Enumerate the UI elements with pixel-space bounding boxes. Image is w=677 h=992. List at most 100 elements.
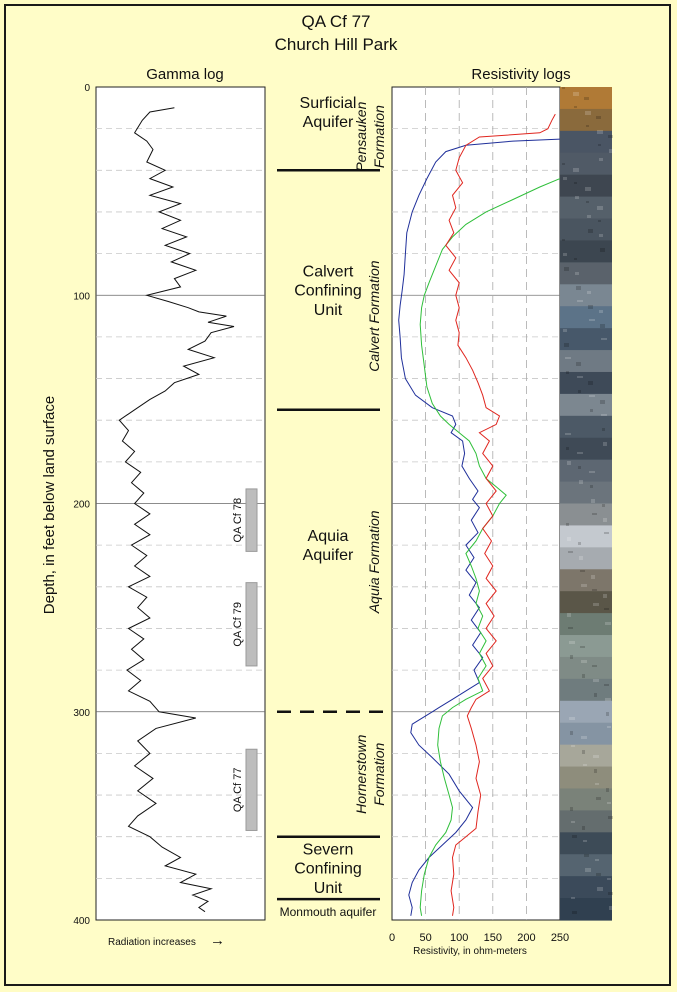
- depth-tick-label: 300: [73, 708, 90, 719]
- core-texture-speck: [593, 755, 599, 758]
- core-texture-speck: [591, 499, 595, 503]
- core-texture-speck: [589, 471, 595, 473]
- core-photo-segment: [560, 481, 612, 505]
- core-photo-segment: [560, 810, 612, 833]
- unit-label: Confining: [294, 283, 362, 300]
- core-texture-speck: [567, 613, 571, 617]
- core-photo-segment: [560, 371, 612, 395]
- formation-label: Pensauken: [353, 101, 369, 171]
- core-texture-speck: [573, 168, 579, 172]
- core-texture-speck: [582, 674, 585, 678]
- core-photo-segment: [560, 744, 612, 768]
- core-photo-segment: [560, 459, 612, 483]
- core-photo-segment: [560, 108, 612, 132]
- core-texture-speck: [592, 589, 597, 591]
- core-texture-speck: [572, 835, 577, 838]
- core-photo-segment: [560, 525, 612, 548]
- core-photo-strip: [560, 87, 615, 921]
- core-photo-segment: [560, 174, 612, 198]
- core-texture-speck: [563, 253, 567, 256]
- core-texture-speck: [565, 433, 571, 435]
- core-texture-speck: [569, 641, 575, 644]
- core-texture-speck: [605, 622, 611, 625]
- figure-title-line2: Church Hill Park: [275, 35, 398, 54]
- core-texture-speck: [579, 480, 583, 484]
- formation-label: Formation: [371, 105, 387, 168]
- core-photo-segment: [560, 613, 612, 636]
- core-texture-speck: [578, 466, 581, 469]
- core-photo-segment: [560, 87, 612, 110]
- core-texture-speck: [606, 712, 609, 716]
- core-texture-speck: [604, 684, 609, 686]
- core-texture-speck: [585, 868, 591, 872]
- resistivity-line-green: [419, 178, 561, 916]
- core-texture-speck: [589, 319, 595, 321]
- gamma-panel-title: Gamma log: [146, 66, 224, 83]
- core-texture-speck: [597, 130, 603, 134]
- core-texture-speck: [578, 542, 581, 545]
- core-texture-speck: [582, 826, 585, 830]
- core-texture-speck: [603, 442, 607, 446]
- formation-label: Hornerstown: [353, 734, 369, 814]
- core-texture-speck: [567, 537, 571, 541]
- core-texture-speck: [588, 305, 593, 309]
- figure-title-line1: QA Cf 77: [302, 12, 371, 31]
- unit-label: Aquifer: [303, 114, 354, 131]
- core-texture-speck: [603, 518, 607, 522]
- core-photo-segment: [560, 393, 612, 417]
- formation-label: Aquia Formation: [366, 510, 382, 614]
- core-texture-speck: [574, 182, 577, 184]
- core-photo-segment: [560, 700, 612, 724]
- resistivity-log-panel: 0 50 100 150 200 250: [389, 86, 569, 944]
- unit-label: Unit: [314, 880, 343, 897]
- core-texture-speck: [571, 897, 575, 899]
- core-photo-segment: [560, 218, 612, 242]
- core-texture-speck: [602, 504, 605, 507]
- core-texture-speck: [566, 447, 569, 450]
- core-texture-speck: [596, 116, 601, 119]
- depth-tick-label: 200: [73, 500, 90, 511]
- core-photo-segment: [560, 437, 612, 461]
- depth-axis-label: Depth, in feet below land surface: [41, 396, 58, 614]
- resistivity-line-red: [445, 113, 556, 916]
- core-photo-segment: [560, 898, 612, 921]
- core-texture-speck: [606, 788, 609, 792]
- core-texture-speck: [584, 97, 589, 100]
- core-photo-segment: [560, 678, 612, 702]
- core-texture-speck: [600, 248, 605, 252]
- core-texture-speck: [564, 267, 569, 271]
- core-texture-speck: [590, 485, 593, 488]
- resistivity-tick-label: 0: [389, 932, 395, 944]
- core-texture-speck: [564, 343, 569, 347]
- core-texture-speck: [582, 750, 585, 754]
- core-texture-speck: [570, 731, 573, 735]
- core-texture-speck: [563, 177, 567, 180]
- core-texture-speck: [599, 234, 603, 237]
- core-texture-speck: [562, 87, 565, 89]
- core-texture-speck: [607, 878, 611, 880]
- depth-tick-label: 400: [73, 916, 90, 927]
- core-photo-segment: [560, 854, 612, 877]
- gamma-x-label: Radiation increases: [108, 937, 196, 948]
- unit-label: Aquifer: [303, 547, 354, 564]
- gamma-x-arrow: →: [210, 932, 225, 949]
- depth-tick-label: 0: [84, 83, 90, 94]
- core-texture-speck: [600, 324, 605, 328]
- core-texture-speck: [566, 523, 569, 526]
- core-texture-speck: [607, 726, 611, 728]
- core-photo-segment: [560, 284, 612, 307]
- unit-label: Surficial: [300, 95, 357, 112]
- core-photo-segment: [560, 196, 612, 220]
- core-texture-speck: [603, 594, 607, 598]
- gamma-log-line: [118, 107, 235, 913]
- core-photo-segment: [560, 306, 612, 329]
- unit-label: Aquia: [308, 528, 349, 545]
- resistivity-line-blue: [398, 138, 561, 916]
- core-photo-segment: [560, 262, 612, 285]
- core-photo-segment: [560, 328, 612, 351]
- resistivity-tick-label: 50: [419, 932, 431, 944]
- resistivity-panel-title: Resistivity logs: [471, 66, 570, 83]
- core-texture-speck: [598, 220, 601, 222]
- unit-label: Calvert: [303, 263, 354, 280]
